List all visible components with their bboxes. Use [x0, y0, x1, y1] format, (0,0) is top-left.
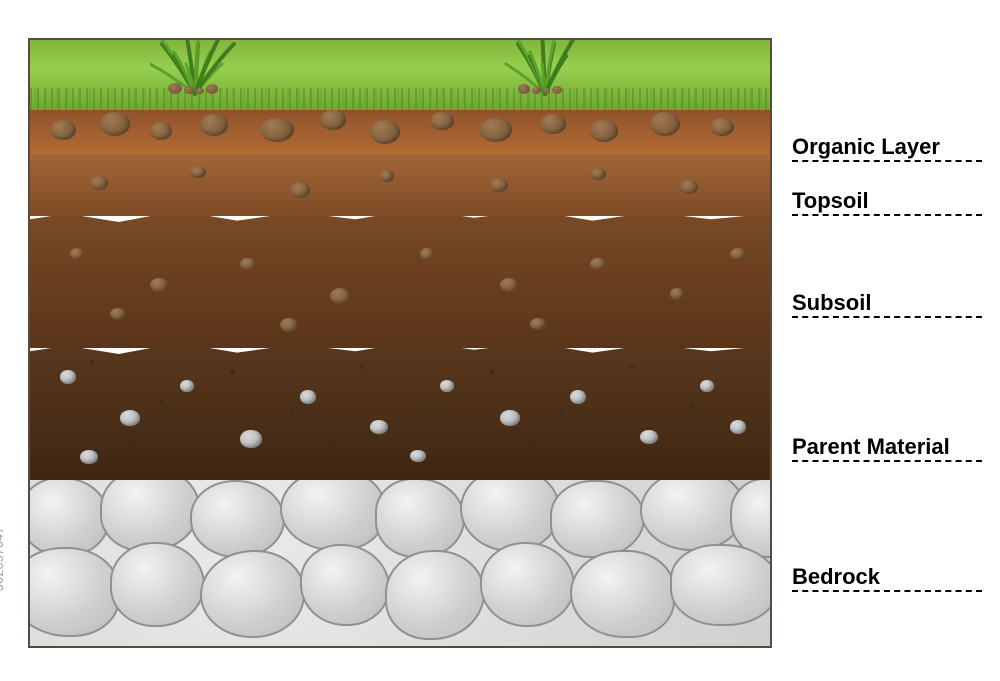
label-line-parent [792, 460, 982, 462]
tuft-rock [206, 84, 218, 94]
label-organic: Organic Layer [792, 134, 982, 160]
parent-grey-rock [440, 380, 454, 392]
bedrock-layer [30, 472, 770, 648]
parent-grey-rock [120, 410, 140, 426]
label-line-organic [792, 160, 982, 162]
parent-grey-rock [730, 420, 746, 434]
parent-grey-rock [370, 420, 388, 434]
soil-speck [130, 440, 134, 444]
subsoil-rock [330, 288, 350, 304]
organic-rock [200, 114, 228, 136]
parent-grey-rock [700, 380, 714, 392]
parent-grey-rock [180, 380, 194, 392]
subsoil-rock [730, 248, 746, 260]
soil-speck [90, 360, 94, 364]
topsoil-rock [490, 178, 508, 192]
tuft-rock [196, 88, 204, 94]
bedrock-stone [570, 550, 675, 638]
organic-rock [260, 118, 294, 142]
subsoil-rock [70, 248, 84, 260]
parent-grey-rock [570, 390, 586, 404]
bedrock-stone [280, 469, 385, 551]
organic-rock [50, 120, 76, 140]
parent-grey-rock [500, 410, 520, 426]
soil-diagram-frame [28, 38, 772, 648]
soil-speck [430, 405, 433, 408]
soil-speck [290, 410, 293, 413]
organic-rock [540, 114, 566, 134]
tuft-rock [552, 86, 562, 94]
bedrock-stone [375, 478, 465, 558]
tuft-rock [184, 86, 194, 94]
bedrock-stone [190, 480, 285, 558]
subsoil-rock [240, 258, 256, 270]
bedrock-stone [200, 550, 305, 638]
soil-speck [230, 370, 235, 375]
parent-grey-rock [640, 430, 658, 444]
label-line-bedrock [792, 590, 982, 592]
topsoil-rock [90, 176, 108, 190]
label-topsoil: Topsoil [792, 188, 982, 214]
bedrock-stone [28, 547, 120, 637]
subsoil-rock [110, 308, 126, 320]
parent-grey-rock [60, 370, 76, 384]
subsoil-rock [150, 278, 168, 292]
parent-grey-rock [410, 450, 426, 462]
organic-rock [100, 112, 130, 136]
organic-rock [710, 118, 734, 136]
subsoil-rock [590, 258, 606, 270]
subsoil-rock [280, 318, 298, 332]
organic-rock [650, 112, 680, 136]
tuft-rock [168, 83, 182, 94]
subsoil-rock [670, 288, 684, 300]
soil-speck [560, 410, 563, 413]
topsoil-rock [680, 180, 698, 194]
layer-labels: Organic Layer Topsoil Subsoil Parent Materi… [792, 38, 982, 648]
label-line-topsoil [792, 214, 982, 216]
soil-speck [670, 450, 673, 453]
parent-grey-rock [300, 390, 316, 404]
label-parent: Parent Material [792, 434, 982, 460]
soil-speck [630, 365, 634, 369]
soil-speck [530, 440, 534, 444]
bedrock-stone [480, 542, 575, 627]
subsoil-rock [420, 248, 434, 260]
stock-watermark: 302637647 [0, 526, 6, 591]
soil-speck [690, 405, 693, 408]
soil-speck [160, 400, 163, 403]
soil-speck [360, 365, 364, 369]
topsoil-rock [290, 182, 310, 198]
label-bedrock: Bedrock [792, 564, 982, 590]
subsoil-rock [530, 318, 546, 330]
topsoil-layer [30, 146, 770, 216]
grass-surface-layer [30, 40, 770, 110]
tuft-rock [543, 88, 550, 94]
label-line-subsoil [792, 316, 982, 318]
topsoil-rock [190, 166, 206, 178]
organic-rock [150, 122, 172, 140]
soil-speck [330, 445, 333, 448]
soil-speck [490, 370, 495, 375]
organic-rock [370, 120, 400, 144]
subsoil-layer [30, 208, 770, 348]
parent-grey-rock [240, 430, 262, 448]
parent-grey-rock [80, 450, 98, 464]
parent-material-layer [30, 340, 770, 480]
bedrock-stone [110, 542, 205, 627]
bedrock-stone [670, 544, 772, 626]
topsoil-rock [590, 168, 606, 180]
organic-rock [590, 120, 618, 142]
organic-rock [320, 110, 346, 130]
subsoil-rock [500, 278, 518, 292]
organic-rock [480, 118, 512, 142]
organic-rock [430, 112, 454, 130]
grass-tuft [150, 38, 240, 96]
tuft-rock [518, 84, 530, 94]
label-subsoil: Subsoil [792, 290, 982, 316]
grass-tuft [500, 38, 590, 96]
tuft-rock [532, 87, 541, 94]
topsoil-rock [380, 170, 394, 182]
